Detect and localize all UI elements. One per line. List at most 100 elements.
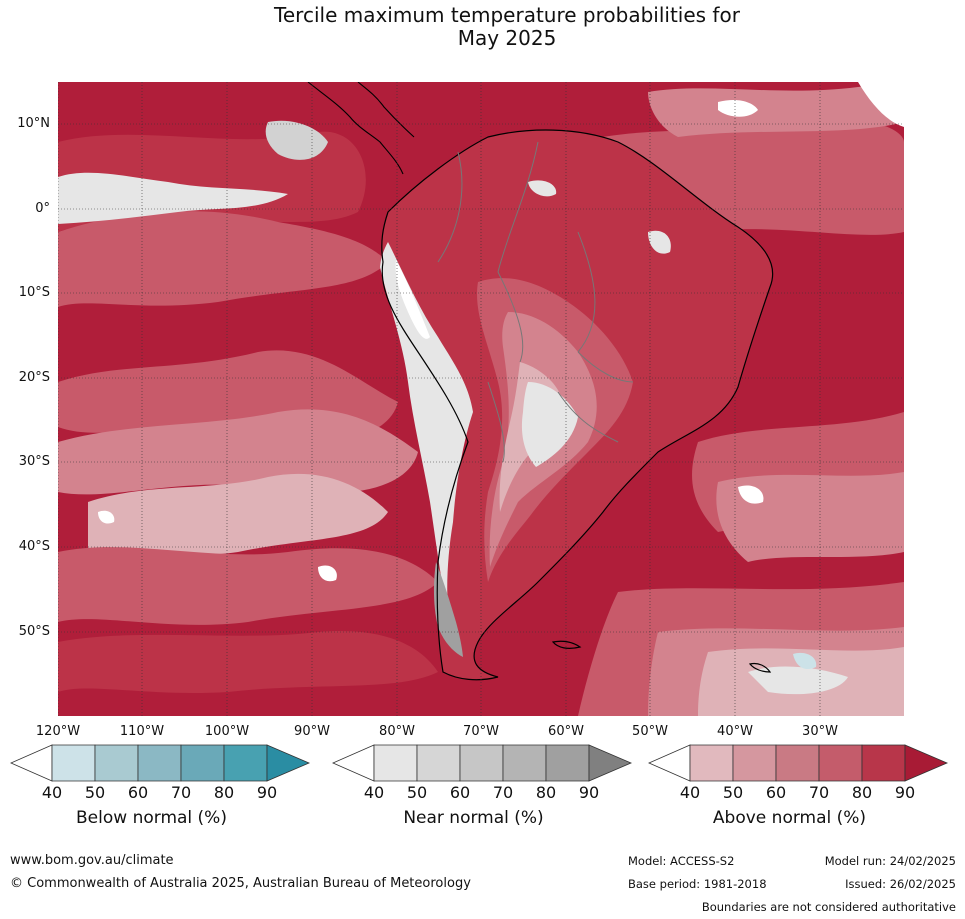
- colorbar-segment: [904, 744, 949, 782]
- colorbar-title: Above normal (%): [712, 808, 867, 828]
- country-borders: [307, 82, 774, 681]
- falkland-islands: [551, 640, 582, 649]
- website-link[interactable]: www.bom.gov.au/climate: [10, 853, 174, 868]
- land-band: [433, 562, 463, 657]
- colorbar-tick-label: 90: [578, 783, 600, 802]
- map-title: Tercile maximum temperature probabilitie…: [0, 4, 965, 50]
- colorbar-segment: [94, 744, 139, 782]
- latitude-label: 40°S: [18, 539, 50, 554]
- contour-band: [58, 172, 288, 224]
- land-band: [648, 230, 671, 254]
- colorbar-segment: [818, 744, 863, 782]
- colorbar-tick-label: 50: [84, 783, 106, 802]
- contour-band: [58, 547, 438, 625]
- colorbar-tick-label: 60: [127, 783, 149, 802]
- colorbar-segment: [373, 744, 418, 782]
- longitude-label: 70°W: [463, 724, 499, 739]
- colorbar-tick-label: 60: [449, 783, 471, 802]
- colorbar-tick-label: 40: [41, 783, 63, 802]
- longitude-label: 100°W: [204, 724, 250, 739]
- colorbar-segment: [137, 744, 182, 782]
- model-text: Model: ACCESS-S2: [628, 854, 735, 868]
- colorbar-segment: [180, 744, 225, 782]
- longitude-label: 40°W: [717, 724, 753, 739]
- colorbar-tick-label: 70: [170, 783, 192, 802]
- colorbar-tick-label: 80: [213, 783, 235, 802]
- colorbar-tick-label: 70: [492, 783, 514, 802]
- colorbar-tick-label: 40: [679, 783, 701, 802]
- probability-map: [58, 82, 904, 716]
- colorbar-segment: [10, 744, 53, 782]
- map-canvas: [58, 82, 904, 716]
- contour-band: [58, 631, 438, 694]
- issued-text: Issued: 26/02/2025: [845, 877, 956, 891]
- disclaimer-text: Boundaries are not considered authoritat…: [701, 900, 956, 914]
- longitude-label: 30°W: [802, 724, 838, 739]
- colorbar-tick-label: 50: [722, 783, 744, 802]
- contour-band: [98, 510, 115, 524]
- colorbar: [10, 744, 311, 782]
- contour-band: [858, 82, 904, 127]
- coastline: [381, 129, 774, 681]
- colorbar-tick-label: 90: [256, 783, 278, 802]
- contour-band: [748, 666, 848, 695]
- base-period-text: Base period: 1981-2018: [628, 877, 767, 891]
- colorbar-segment: [51, 744, 96, 782]
- colorbar: [648, 744, 949, 782]
- longitude-label: 120°W: [35, 724, 81, 739]
- colorbar-tick-label: 50: [406, 783, 428, 802]
- colorbar-tick-label: 60: [765, 783, 787, 802]
- contour-band: [793, 652, 817, 670]
- latitude-label: 10°N: [17, 116, 50, 131]
- colorbar-segment: [459, 744, 504, 782]
- internal-borders: [437, 141, 634, 463]
- colorbar-segment: [775, 744, 820, 782]
- colorbar-segment: [648, 744, 691, 782]
- latitude-label: 10°S: [18, 285, 50, 300]
- land-band: [521, 382, 578, 467]
- contour-band: [58, 409, 418, 495]
- longitude-label: 90°W: [294, 724, 330, 739]
- title-line-1: Tercile maximum temperature probabilitie…: [274, 3, 740, 27]
- colorbar-segment: [545, 744, 590, 782]
- colorbar-title: Near normal (%): [403, 808, 544, 828]
- longitude-label: 50°W: [632, 724, 668, 739]
- land-band: [528, 180, 557, 197]
- land-band: [395, 260, 430, 339]
- colorbar: [332, 744, 633, 782]
- contour-band: [318, 565, 337, 582]
- contour-band: [58, 211, 388, 307]
- latitude-label: 30°S: [18, 454, 50, 469]
- land-band: [380, 242, 473, 612]
- latitude-label: 0°: [35, 201, 50, 216]
- colorbar-tick-label: 70: [808, 783, 830, 802]
- title-line-2: May 2025: [457, 26, 557, 50]
- longitude-label: 60°W: [548, 724, 584, 739]
- longitude-label: 80°W: [379, 724, 415, 739]
- colorbar-tick-label: 90: [894, 783, 916, 802]
- copyright-text: © Commonwealth of Australia 2025, Austra…: [10, 876, 471, 891]
- colorbar-segment: [689, 744, 734, 782]
- colorbar-segment: [502, 744, 547, 782]
- colorbar-tick-label: 80: [535, 783, 557, 802]
- latitude-label: 20°S: [18, 370, 50, 385]
- longitude-label: 110°W: [119, 724, 165, 739]
- south-america-landmass: [380, 130, 773, 680]
- colorbar-tick-label: 80: [851, 783, 873, 802]
- colorbar-segment: [332, 744, 375, 782]
- colorbar-segment: [732, 744, 777, 782]
- latitude-label: 50°S: [18, 624, 50, 639]
- contour-band: [88, 473, 388, 555]
- colorbar-title: Below normal (%): [76, 808, 227, 828]
- contour-band: [648, 82, 904, 137]
- colorbar-segment: [223, 744, 268, 782]
- contour-band: [738, 485, 764, 504]
- colorbar-segment: [861, 744, 906, 782]
- colorbar-segment: [266, 744, 311, 782]
- map-graticule: [58, 82, 904, 716]
- model-run-text: Model run: 24/02/2025: [824, 854, 956, 868]
- colorbar-tick-label: 40: [363, 783, 385, 802]
- south-georgia: [748, 662, 772, 673]
- ocean-contours: [58, 82, 904, 716]
- colorbar-segment: [588, 744, 633, 782]
